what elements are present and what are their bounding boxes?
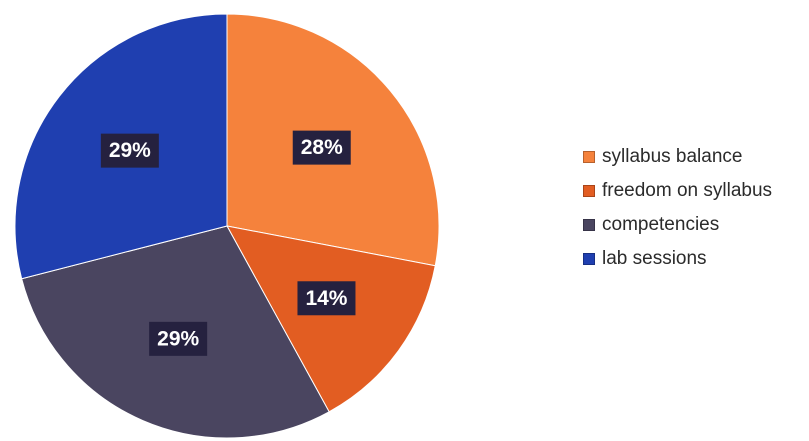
- legend-label-freedom-on-syllabus: freedom on syllabus: [602, 180, 773, 201]
- legend-swatch-freedom-on-syllabus: [583, 185, 595, 197]
- data-label-syllabus-balance: 28%: [301, 136, 343, 159]
- data-label-box-lab-sessions: [100, 133, 159, 168]
- pie-data-labels: 28% 14% 29% 29%: [100, 130, 356, 356]
- legend-swatch-lab-sessions: [583, 253, 595, 265]
- legend-item-lab-sessions: lab sessions: [583, 242, 772, 276]
- legend-label-lab-sessions: lab sessions: [602, 248, 707, 269]
- legend-label-competencies: competencies: [602, 214, 720, 235]
- legend-swatch-syllabus-balance: [583, 151, 595, 163]
- data-label-lab-sessions: 29%: [109, 139, 151, 162]
- data-label-competencies: 29%: [157, 327, 199, 350]
- legend-swatch-competencies: [583, 219, 595, 231]
- legend-item-syllabus-balance: syllabus balance: [583, 140, 772, 174]
- data-label-freedom-on-syllabus: 14%: [305, 287, 347, 310]
- pie-slices: [14, 13, 440, 439]
- data-label-box-competencies: [149, 321, 208, 356]
- legend-label-syllabus-balance: syllabus balance: [602, 146, 743, 167]
- chart-legend: syllabus balance freedom on syllabus com…: [583, 140, 772, 276]
- pie-slice-freedom-on-syllabus: [226, 225, 436, 413]
- data-label-box-freedom-on-syllabus: [297, 281, 356, 316]
- legend-item-competencies: competencies: [583, 208, 772, 242]
- data-label-box-syllabus-balance: [292, 130, 351, 165]
- legend-item-freedom-on-syllabus: freedom on syllabus: [583, 174, 772, 208]
